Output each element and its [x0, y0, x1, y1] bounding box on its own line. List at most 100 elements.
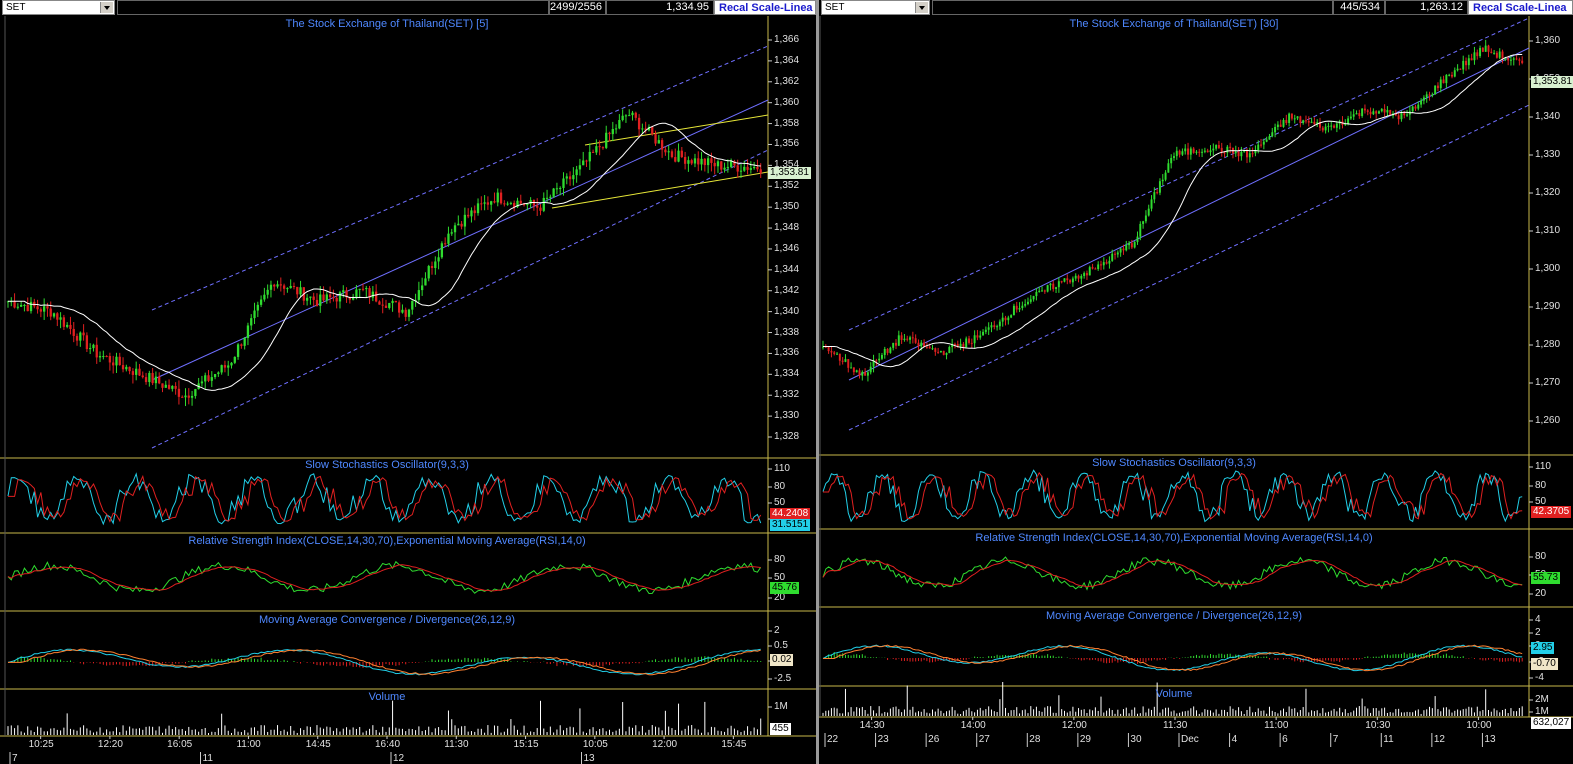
candle-body [1139, 223, 1142, 237]
candle-body [1060, 281, 1063, 283]
candle-body [979, 335, 982, 338]
right-chart-canvas[interactable] [819, 0, 1573, 764]
candle-body [976, 335, 979, 338]
left-volume-tag: 455 [770, 723, 791, 735]
candle-body [1049, 283, 1052, 286]
candle-body [889, 347, 892, 353]
candle-body [1173, 156, 1175, 158]
candle-body [641, 128, 644, 130]
candle-body [217, 372, 220, 375]
candle-body [529, 200, 532, 204]
indicator-tick-label: 80 [1535, 480, 1547, 491]
candle-body [1333, 125, 1336, 128]
candle-body [1442, 79, 1445, 84]
candle-body [171, 385, 174, 389]
candle-body [1097, 264, 1100, 269]
candle-body [1240, 151, 1243, 157]
candle-body [1358, 113, 1361, 117]
candle-body [647, 126, 651, 131]
time-tick-label: 14:30 [859, 720, 885, 731]
candle-body [1316, 122, 1319, 125]
candle-body [552, 188, 555, 197]
rsi-line [7, 560, 762, 595]
candle-body [358, 288, 361, 290]
candle-body [1369, 111, 1372, 115]
indicator-tick-label: 20 [774, 592, 786, 603]
candle-body [39, 309, 43, 312]
candle-body [1363, 108, 1366, 111]
candle-body [651, 126, 654, 135]
candle-body [16, 306, 20, 308]
candle-body [1411, 106, 1414, 112]
candle-body [470, 210, 473, 217]
candle-body [906, 338, 909, 340]
candle-body [897, 335, 900, 346]
candle-body [937, 351, 940, 353]
candle-body [177, 388, 181, 397]
price-tick-label: 1,364 [774, 54, 800, 66]
day-tick-label: 27 [978, 734, 990, 745]
candle-body [338, 292, 342, 302]
candle-body [706, 158, 710, 166]
candle-body [710, 158, 713, 163]
candle-body [729, 161, 733, 167]
candle-body [660, 140, 664, 150]
candle-body [945, 353, 948, 355]
candle-body [286, 288, 289, 290]
indicator-tick-label: 2 [1535, 627, 1541, 638]
left-recal-scale-button[interactable]: Recal Scale-Linea [714, 0, 816, 15]
candle-body [374, 291, 378, 302]
candle-body [1007, 317, 1010, 321]
candle-body [601, 147, 605, 149]
left-symbol-select[interactable]: SET [2, 0, 115, 15]
candle-body [1420, 100, 1423, 105]
pane-divider[interactable] [816, 0, 819, 764]
right-macd-tag: 2.95 [1531, 642, 1555, 654]
candle-body [29, 301, 33, 312]
time-tick-label: 14:45 [305, 739, 331, 750]
candle-body [973, 335, 976, 344]
candle-body [677, 150, 680, 162]
candle-body [1487, 45, 1490, 52]
candle-body [1490, 51, 1493, 53]
left-chart-window: SET 2499/2556 1,334.95 Recal Scale-Linea… [0, 0, 816, 764]
candle-body [1431, 94, 1434, 96]
price-tick-label: 1,336 [774, 347, 800, 359]
candle-body [895, 342, 897, 346]
candle-body [608, 132, 611, 135]
candle-body [1119, 248, 1122, 253]
candle-body [49, 308, 52, 317]
left-stoch-d-tag: 31.5151 [770, 519, 811, 531]
candle-body [565, 176, 568, 179]
candle-body [914, 338, 917, 343]
candle-body [1296, 116, 1299, 119]
price-tick-label: 1,260 [1535, 415, 1561, 426]
day-tick-label: 29 [1079, 734, 1091, 745]
candle-body [315, 299, 319, 306]
time-tick-label: 12:20 [97, 739, 123, 750]
candle-body [1274, 127, 1277, 133]
candle-body [1453, 70, 1456, 77]
chevron-down-icon[interactable] [915, 2, 928, 13]
candle-body [588, 151, 591, 162]
candle-body [430, 266, 434, 269]
candle-body [414, 299, 417, 301]
chevron-down-icon[interactable] [100, 2, 113, 13]
candle-body [1217, 145, 1220, 148]
candle-body [1456, 68, 1459, 71]
candle-body [1024, 304, 1027, 306]
candle-body [864, 371, 867, 376]
candle-body [1136, 236, 1139, 243]
candle-body [934, 348, 937, 352]
candle-body [903, 338, 906, 340]
candle-body [1361, 108, 1364, 117]
left-chart-canvas[interactable] [0, 0, 816, 764]
candle-body [1133, 242, 1136, 248]
right-symbol-select[interactable]: SET [821, 0, 930, 15]
candle-body [391, 300, 394, 304]
candle-body [872, 360, 875, 367]
indicator-tick-label: -2.5 [774, 673, 792, 684]
candle-body [256, 304, 259, 311]
candle-body [1077, 275, 1080, 279]
indicator-tick-label: 4 [1535, 614, 1541, 625]
